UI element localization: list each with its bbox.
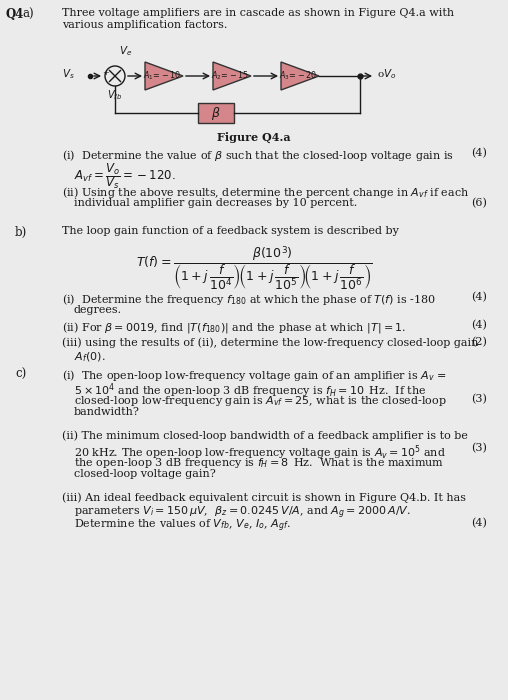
Text: (6): (6) <box>471 198 487 209</box>
Polygon shape <box>281 62 319 90</box>
Text: (4): (4) <box>471 148 487 158</box>
Text: (iii) An ideal feedback equivalent circuit is shown in Figure Q4.b. It has: (iii) An ideal feedback equivalent circu… <box>62 492 466 503</box>
Text: Figure Q4.a: Figure Q4.a <box>217 132 291 144</box>
Text: closed-loop voltage gain?: closed-loop voltage gain? <box>74 469 216 479</box>
Text: $A_2\!=\!-15$: $A_2\!=\!-15$ <box>211 70 249 83</box>
Text: the open-loop 3 dB frequency is $f_H = 8\,$ Hz.  What is the maximum: the open-loop 3 dB frequency is $f_H = 8… <box>74 456 444 470</box>
Text: 20 kHz. The open-loop low-frequency voltage gain is $A_v = 10^5$ and: 20 kHz. The open-loop low-frequency volt… <box>74 443 446 461</box>
Text: parameters $V_i = 150\,\mu V$,  $\beta_z = 0.0245\,V/A$, and $A_g = 2000\,A/V$.: parameters $V_i = 150\,\mu V$, $\beta_z … <box>74 505 411 522</box>
Text: $V_{fb}$: $V_{fb}$ <box>107 88 122 102</box>
Text: $5 \times 10^4$ and the open-loop 3 dB frequency is $f_H = 10\,$ Hz.  If the: $5 \times 10^4$ and the open-loop 3 dB f… <box>74 381 426 400</box>
Polygon shape <box>213 62 251 90</box>
Text: $A_{vf} = \dfrac{V_o}{V_s} = -120.$: $A_{vf} = \dfrac{V_o}{V_s} = -120.$ <box>74 161 176 191</box>
Text: +: + <box>103 69 109 77</box>
Text: degrees.: degrees. <box>74 305 122 315</box>
Text: (3): (3) <box>471 394 487 405</box>
Text: (4): (4) <box>471 320 487 330</box>
Text: $A_3\!=\!-20$: $A_3\!=\!-20$ <box>279 70 317 83</box>
Text: various amplification factors.: various amplification factors. <box>62 20 228 30</box>
Text: $V_s$: $V_s$ <box>62 67 75 81</box>
Text: closed-loop low-frequency gain is $A_{vf} = 25$, what is the closed-loop: closed-loop low-frequency gain is $A_{vf… <box>74 394 447 408</box>
Text: $\beta$: $\beta$ <box>211 104 221 122</box>
Text: $A_1\!=\!-10$: $A_1\!=\!-10$ <box>143 70 181 83</box>
Text: (i)  Determine the value of $\beta$ such that the closed-loop voltage gain is: (i) Determine the value of $\beta$ such … <box>62 148 454 163</box>
Text: $A_f(0)$.: $A_f(0)$. <box>74 350 106 363</box>
Text: (4): (4) <box>471 518 487 528</box>
Text: (3): (3) <box>471 443 487 454</box>
Text: bandwidth?: bandwidth? <box>74 407 140 417</box>
Text: (ii) The minimum closed-loop bandwidth of a feedback amplifier is to be: (ii) The minimum closed-loop bandwidth o… <box>62 430 468 440</box>
Polygon shape <box>145 62 183 90</box>
Text: Three voltage amplifiers are in cascade as shown in Figure Q4.a with: Three voltage amplifiers are in cascade … <box>62 8 454 18</box>
Text: o$V_o$: o$V_o$ <box>377 67 396 81</box>
Text: (ii) Using the above results, determine the percent change in $A_{vf}$ if each: (ii) Using the above results, determine … <box>62 185 469 200</box>
Text: (i)  Determine the frequency $f_{180}$ at which the phase of $T(f)$ is -180: (i) Determine the frequency $f_{180}$ at… <box>62 292 436 307</box>
Text: The loop gain function of a feedback system is described by: The loop gain function of a feedback sys… <box>62 226 399 236</box>
Text: b): b) <box>15 226 27 239</box>
Text: individual amplifier gain decreases by 10 percent.: individual amplifier gain decreases by 1… <box>74 198 357 208</box>
Circle shape <box>105 66 125 86</box>
Text: (ii) For $\beta = 0019$, find $|T(f_{180})|$ and the phase at which $|T| = 1$.: (ii) For $\beta = 0019$, find $|T(f_{180… <box>62 320 406 335</box>
Text: (iii) using the results of (ii), determine the low-frequency closed-loop gain: (iii) using the results of (ii), determi… <box>62 337 479 348</box>
Text: Q4: Q4 <box>5 8 23 21</box>
FancyBboxPatch shape <box>198 103 234 123</box>
Text: $T(f) = \dfrac{\beta(10^3)}{\left(1+j\,\dfrac{f}{10^4}\right)\!\left(1+j\,\dfrac: $T(f) = \dfrac{\beta(10^3)}{\left(1+j\,\… <box>136 244 372 293</box>
Text: (2): (2) <box>471 337 487 347</box>
Text: (i)  The open-loop low-frequency voltage gain of an amplifier is $A_v$ =: (i) The open-loop low-frequency voltage … <box>62 368 447 383</box>
Text: a): a) <box>22 8 34 21</box>
Text: (4): (4) <box>471 292 487 302</box>
Text: c): c) <box>15 368 26 381</box>
Text: Determine the values of $V_{fb}$, $V_e$, $I_o$, $A_{gf}$.: Determine the values of $V_{fb}$, $V_e$,… <box>74 518 291 534</box>
Text: $V_e$: $V_e$ <box>119 44 132 58</box>
